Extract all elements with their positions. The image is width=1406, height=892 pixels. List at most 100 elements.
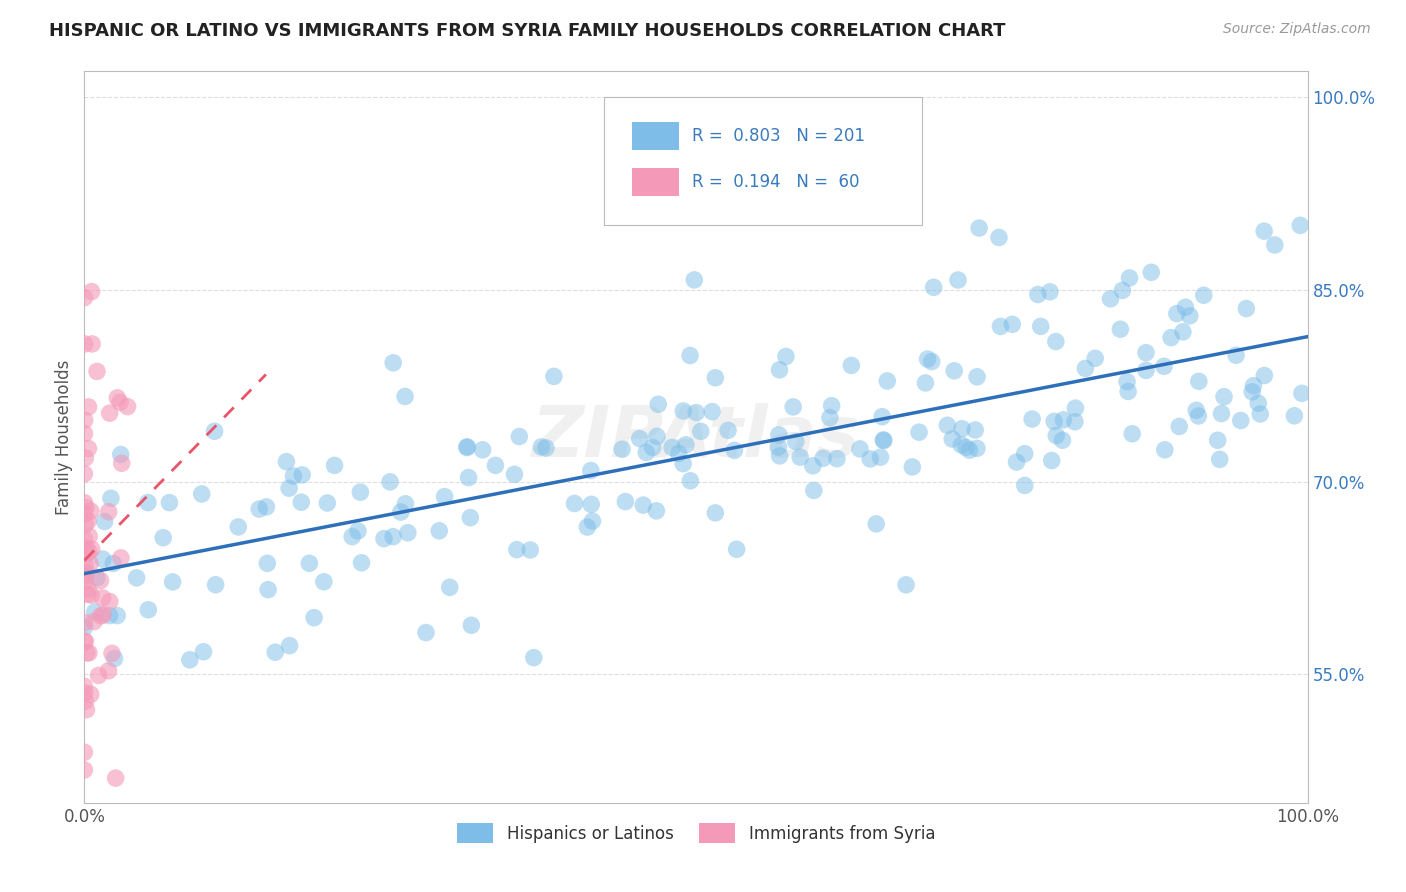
Point	[873, 434, 896, 448]
Point	[1264, 238, 1286, 252]
Point	[768, 440, 790, 454]
Point	[1171, 325, 1194, 339]
Point	[86, 364, 108, 378]
Point	[382, 530, 405, 544]
Point	[1118, 271, 1140, 285]
Point	[73, 496, 96, 510]
Point	[865, 516, 887, 531]
Point	[193, 645, 215, 659]
Point	[508, 429, 530, 443]
Point	[1243, 378, 1265, 392]
Point	[82, 337, 104, 351]
Point	[152, 531, 174, 545]
Text: R =  0.194   N =  60: R = 0.194 N = 60	[692, 173, 860, 191]
Bar	[633, 122, 679, 150]
Point	[77, 582, 100, 596]
Point	[204, 424, 226, 438]
Point	[849, 442, 872, 456]
Point	[80, 285, 103, 299]
Point	[1153, 359, 1175, 374]
Text: HISPANIC OR LATINO VS IMMIGRANTS FROM SYRIA FAMILY HOUSEHOLDS CORRELATION CHART: HISPANIC OR LATINO VS IMMIGRANTS FROM SY…	[49, 22, 1005, 40]
Point	[290, 495, 312, 509]
Point	[1109, 322, 1132, 336]
Point	[1074, 361, 1097, 376]
Point	[378, 475, 401, 489]
Point	[679, 474, 702, 488]
Point	[1188, 374, 1211, 388]
Point	[614, 494, 637, 508]
Point	[80, 687, 103, 701]
Point	[80, 504, 103, 518]
Point	[647, 397, 669, 411]
Point	[1185, 403, 1208, 417]
Point	[264, 645, 287, 659]
Point	[955, 441, 977, 455]
Text: R =  0.803   N = 201: R = 0.803 N = 201	[692, 127, 865, 145]
Point	[103, 651, 125, 665]
Point	[1045, 334, 1067, 349]
Point	[576, 520, 599, 534]
Point	[922, 280, 945, 294]
Point	[254, 500, 277, 514]
Point	[1291, 386, 1313, 401]
Point	[90, 608, 112, 623]
Point	[704, 371, 727, 385]
Point	[908, 425, 931, 440]
Point	[104, 771, 127, 785]
Point	[1234, 301, 1257, 316]
Point	[811, 451, 834, 466]
Point	[283, 469, 305, 483]
Point	[1192, 288, 1215, 302]
Point	[117, 400, 139, 414]
Point	[965, 423, 987, 437]
Point	[1099, 292, 1122, 306]
Point	[534, 441, 557, 455]
Point	[98, 406, 121, 420]
Point	[1213, 390, 1236, 404]
Point	[519, 543, 541, 558]
Point	[1168, 419, 1191, 434]
Point	[302, 610, 325, 624]
Point	[73, 426, 96, 441]
Point	[98, 594, 121, 608]
Point	[581, 514, 603, 528]
Point	[1253, 368, 1275, 383]
Point	[83, 605, 105, 619]
Point	[75, 500, 97, 515]
Point	[1111, 284, 1133, 298]
Point	[631, 498, 654, 512]
Point	[1039, 285, 1062, 299]
Point	[382, 356, 405, 370]
Point	[247, 502, 270, 516]
Point	[110, 550, 132, 565]
Point	[870, 409, 893, 424]
Point	[484, 458, 506, 473]
Point	[179, 653, 201, 667]
Point	[628, 432, 651, 446]
Point	[1084, 351, 1107, 366]
Point	[256, 557, 278, 571]
Point	[921, 354, 943, 368]
Point	[394, 497, 416, 511]
Point	[668, 446, 690, 460]
Point	[1153, 442, 1175, 457]
Point	[901, 459, 924, 474]
Point	[427, 524, 450, 538]
Point	[433, 490, 456, 504]
Point	[859, 451, 882, 466]
Point	[689, 425, 711, 439]
Point	[1289, 219, 1312, 233]
Point	[1116, 375, 1139, 389]
Point	[894, 578, 917, 592]
Point	[645, 504, 668, 518]
Point	[73, 574, 96, 589]
Point	[801, 458, 824, 473]
Point	[77, 442, 100, 456]
Point	[73, 413, 96, 427]
Point	[543, 369, 565, 384]
Point	[226, 520, 249, 534]
Point	[1014, 447, 1036, 461]
Point	[100, 491, 122, 506]
Point	[77, 646, 100, 660]
Point	[111, 456, 134, 470]
